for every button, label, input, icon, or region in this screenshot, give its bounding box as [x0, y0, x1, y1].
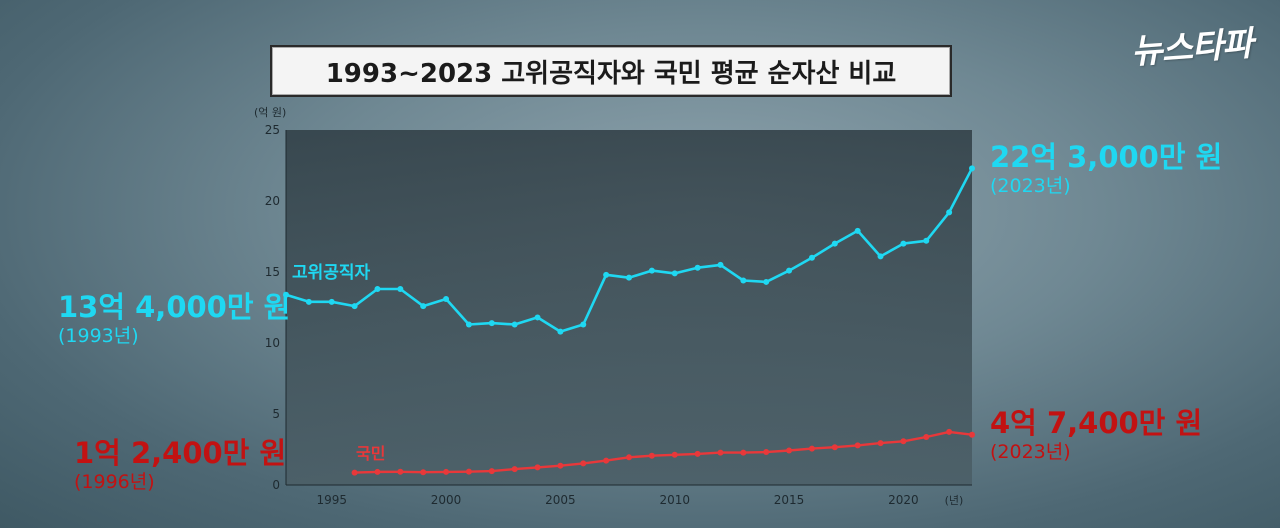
- data-point-officials: [511, 321, 518, 328]
- data-point-officials: [580, 321, 587, 328]
- data-point-officials: [808, 254, 815, 261]
- y-tick-label: 10: [265, 336, 280, 350]
- data-point-public: [923, 434, 930, 441]
- public-start-year: (1996년): [74, 471, 155, 493]
- data-point-public: [877, 440, 884, 447]
- x-tick-label: 2000: [431, 493, 462, 507]
- data-point-public: [580, 460, 587, 467]
- data-point-public: [717, 449, 724, 456]
- x-tick-label: 2010: [659, 493, 690, 507]
- data-point-public: [900, 438, 907, 445]
- data-point-public: [557, 462, 564, 469]
- data-point-public: [511, 466, 518, 473]
- data-point-public: [603, 457, 610, 464]
- data-point-officials: [900, 240, 907, 247]
- data-point-officials: [831, 240, 838, 247]
- data-point-public: [808, 445, 815, 452]
- officials-start-callout: 13억 4,000만 원 (1993년): [58, 290, 290, 348]
- y-tick-label: 0: [272, 478, 280, 492]
- data-point-officials: [603, 271, 610, 278]
- public-start-value: 1억 2,400만 원: [74, 436, 287, 470]
- series-line-public: [354, 430, 973, 474]
- public-end-callout: 4억 7,400만 원 (2023년): [990, 406, 1202, 464]
- x-axis-unit-label: (년): [945, 494, 964, 507]
- data-point-public: [763, 449, 770, 456]
- data-point-public: [854, 442, 861, 449]
- series-label-public: 국민: [356, 444, 386, 463]
- data-point-officials: [351, 303, 358, 310]
- data-point-public: [420, 469, 427, 476]
- data-point-officials: [626, 274, 632, 281]
- y-tick-label: 25: [265, 123, 280, 137]
- plot-area: [286, 130, 972, 485]
- data-point-public: [740, 449, 747, 456]
- public-end-year: (2023년): [990, 441, 1071, 463]
- y-tick-label: 5: [272, 407, 280, 421]
- data-point-officials: [283, 291, 289, 298]
- data-point-officials: [854, 227, 861, 234]
- data-point-officials: [648, 267, 655, 274]
- x-tick-label: 2015: [774, 493, 805, 507]
- data-point-public: [648, 452, 655, 459]
- x-tick-label: 2005: [545, 493, 576, 507]
- data-point-public: [351, 469, 358, 476]
- data-point-officials: [374, 286, 381, 293]
- data-point-public: [671, 451, 678, 458]
- data-point-officials: [420, 303, 427, 310]
- data-point-public: [397, 468, 404, 475]
- data-point-officials: [786, 267, 793, 274]
- data-point-officials: [694, 264, 701, 271]
- y-axis-unit-label: (억 원): [254, 106, 287, 119]
- data-point-public: [626, 454, 632, 461]
- data-point-public: [786, 447, 793, 454]
- officials-start-year: (1993년): [58, 325, 139, 347]
- data-point-public: [465, 468, 472, 475]
- y-tick-label: 20: [265, 194, 280, 208]
- data-point-public: [488, 468, 495, 475]
- x-tick-label: 2020: [888, 493, 919, 507]
- data-point-public: [374, 468, 381, 475]
- x-tick-label: 1995: [316, 493, 347, 507]
- data-point-officials: [534, 314, 541, 321]
- data-point-public: [534, 464, 541, 471]
- data-point-public: [443, 468, 450, 475]
- officials-start-value: 13억 4,000만 원: [58, 290, 291, 324]
- data-point-officials: [488, 320, 495, 327]
- public-end-value: 4억 7,400만 원: [990, 406, 1203, 440]
- officials-end-callout: 22억 3,000만 원 (2023년): [990, 140, 1222, 198]
- y-tick-label: 15: [265, 265, 280, 279]
- data-point-officials: [305, 298, 312, 305]
- data-point-public: [946, 428, 953, 435]
- data-point-officials: [397, 286, 404, 293]
- data-point-officials: [443, 295, 450, 302]
- chart-title: 1993~2023 고위공직자와 국민 평균 순자산 비교: [270, 45, 952, 97]
- data-point-officials: [946, 209, 953, 216]
- data-point-officials: [763, 278, 770, 285]
- data-point-public: [969, 431, 975, 438]
- data-point-public: [694, 450, 701, 457]
- data-point-officials: [969, 165, 975, 172]
- data-point-officials: [740, 277, 747, 284]
- officials-end-year: (2023년): [990, 175, 1071, 197]
- series-label-officials: 고위공직자: [292, 263, 371, 283]
- officials-end-value: 22억 3,000만 원: [990, 140, 1223, 174]
- data-point-officials: [328, 298, 335, 305]
- data-point-public: [831, 444, 838, 451]
- data-point-officials: [671, 270, 678, 277]
- data-point-officials: [923, 237, 930, 244]
- data-point-officials: [717, 261, 724, 268]
- public-start-callout: 1억 2,400만 원 (1996년): [74, 436, 286, 494]
- data-point-officials: [877, 253, 884, 260]
- data-point-officials: [465, 321, 472, 328]
- data-point-officials: [557, 328, 564, 335]
